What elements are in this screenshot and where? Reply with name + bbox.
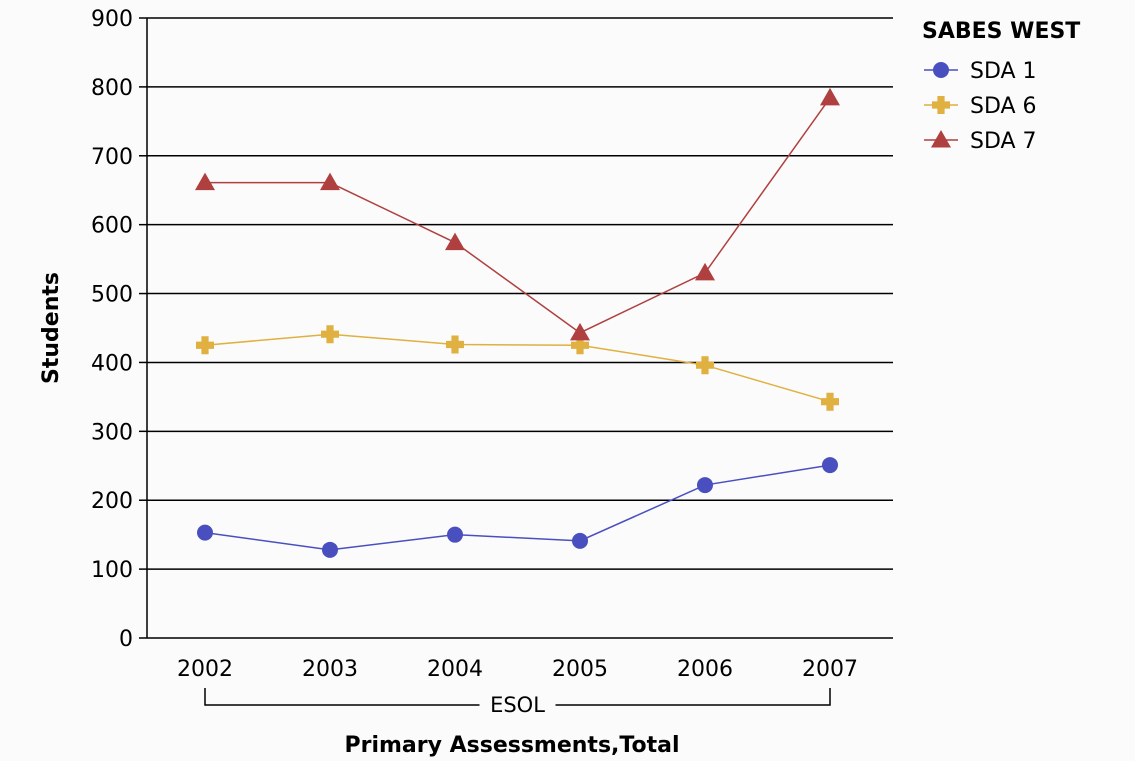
- data-point: [821, 392, 839, 411]
- series-sda-1: [197, 457, 838, 558]
- legend-label: SDA 7: [970, 129, 1037, 154]
- legend-marker: [932, 96, 950, 114]
- data-point: [695, 262, 715, 281]
- x-axis-ticks: 2002 2003 2004 2005 2006 2007: [177, 657, 858, 682]
- x-axis-title: Primary Assessments,Total: [344, 733, 679, 758]
- data-point: [572, 532, 588, 549]
- legend-marker: [933, 62, 949, 78]
- x-tick-label: 2003: [302, 657, 358, 682]
- series-layer: [195, 87, 840, 558]
- x-tick-label: 2002: [177, 657, 233, 682]
- data-point: [322, 541, 338, 558]
- y-axis-ticks: 0 100 200 300 400 500 600 700 800 900: [91, 7, 147, 652]
- legend-marker: [931, 130, 951, 148]
- legend-item: SDA 1: [924, 59, 1037, 84]
- y-tick-label: 200: [91, 489, 133, 514]
- data-point: [697, 477, 713, 494]
- data-point: [447, 526, 463, 543]
- y-tick-label: 100: [91, 558, 133, 583]
- data-point: [195, 172, 215, 191]
- group-label: ESOL: [490, 693, 545, 717]
- y-tick-label: 0: [119, 627, 133, 652]
- series-line: [204, 333, 831, 403]
- x-tick-label: 2004: [427, 657, 483, 682]
- data-point: [820, 87, 840, 106]
- group-bracket: ESOL: [204, 688, 831, 717]
- y-tick-label: 800: [91, 76, 133, 101]
- legend-item: SDA 7: [924, 129, 1037, 154]
- data-point: [571, 336, 589, 355]
- data-point: [696, 356, 714, 375]
- data-point: [822, 457, 838, 474]
- series-sda-7: [195, 87, 840, 341]
- data-point: [445, 232, 465, 251]
- grid: [147, 17, 893, 639]
- series-line: [205, 97, 831, 334]
- y-tick-label: 400: [91, 351, 133, 376]
- y-tick-label: 500: [91, 283, 133, 308]
- legend-item: SDA 6: [924, 94, 1037, 119]
- legend-label: SDA 1: [970, 59, 1037, 84]
- y-tick-label: 900: [91, 7, 133, 32]
- series-sda-6: [196, 325, 839, 411]
- legend-title: SABES WEST: [922, 19, 1080, 44]
- data-point: [197, 524, 213, 541]
- legend: SABES WEST SDA 1 SDA 6 SDA 7: [922, 19, 1080, 154]
- data-point: [570, 322, 590, 341]
- y-axis-title: Students: [39, 272, 64, 384]
- x-tick-label: 2005: [552, 657, 608, 682]
- x-tick-label: 2007: [802, 657, 858, 682]
- y-tick-label: 700: [91, 145, 133, 170]
- y-tick-label: 600: [91, 214, 133, 239]
- y-tick-label: 300: [91, 420, 133, 445]
- data-point: [196, 336, 214, 355]
- series-line: [204, 464, 831, 551]
- data-point: [321, 325, 339, 344]
- data-point: [446, 335, 464, 354]
- data-point: [320, 172, 340, 191]
- legend-label: SDA 6: [970, 94, 1037, 119]
- x-tick-label: 2006: [677, 657, 733, 682]
